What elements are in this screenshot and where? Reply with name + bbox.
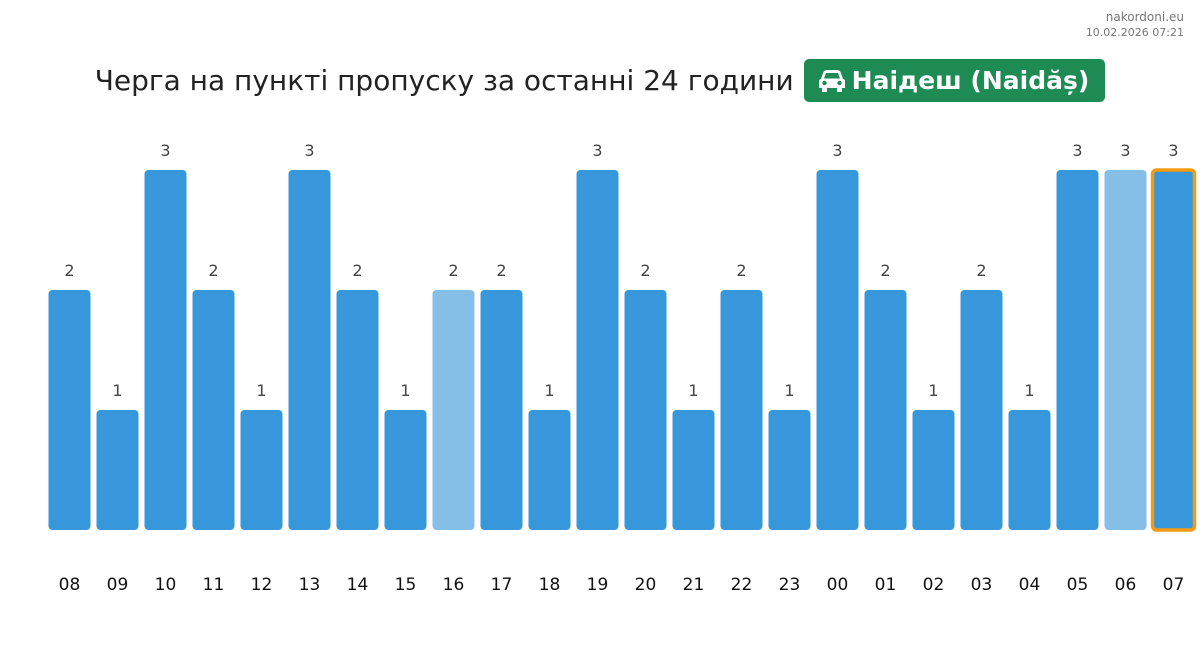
x-tick-label: 20 bbox=[635, 575, 657, 595]
bar-value-label: 2 bbox=[736, 261, 746, 280]
x-tick-label: 04 bbox=[1019, 575, 1041, 595]
x-tick-label: 21 bbox=[683, 575, 705, 595]
bar-value-label: 3 bbox=[832, 141, 842, 160]
bar[interactable] bbox=[480, 290, 523, 530]
bar-value-label: 1 bbox=[784, 381, 794, 400]
x-tick-label: 01 bbox=[875, 575, 897, 595]
source-timestamp: 10.02.2026 07:21 bbox=[1085, 26, 1184, 39]
x-tick-label: 02 bbox=[923, 575, 945, 595]
bar-value-label: 1 bbox=[544, 381, 554, 400]
x-tick-label: 09 bbox=[107, 575, 129, 595]
bar[interactable] bbox=[48, 290, 91, 530]
bar[interactable] bbox=[720, 290, 763, 530]
checkpoint-badge[interactable]: Наідеш (Naidăș) bbox=[803, 59, 1106, 102]
bar-value-label: 2 bbox=[976, 261, 986, 280]
bar-current-hour[interactable] bbox=[1150, 168, 1197, 532]
bar-value-label: 1 bbox=[928, 381, 938, 400]
bar[interactable] bbox=[1008, 410, 1051, 530]
x-tick-label: 06 bbox=[1115, 575, 1137, 595]
bar[interactable] bbox=[192, 290, 235, 530]
chart-title: Черга на пункті пропуску за останні 24 г… bbox=[94, 64, 794, 97]
x-tick-label: 18 bbox=[539, 575, 561, 595]
bar[interactable] bbox=[1056, 170, 1099, 530]
checkpoint-name: Наідеш (Naidăș) bbox=[851, 66, 1090, 95]
bar-value-label: 3 bbox=[1072, 141, 1082, 160]
bar[interactable] bbox=[960, 290, 1003, 530]
x-tick-label: 22 bbox=[731, 575, 753, 595]
bar-value-label: 3 bbox=[160, 141, 170, 160]
x-tick-label: 00 bbox=[827, 575, 849, 595]
x-tick-label: 08 bbox=[59, 575, 81, 595]
bar[interactable] bbox=[624, 290, 667, 530]
bar[interactable] bbox=[336, 290, 379, 530]
x-tick-label: 11 bbox=[203, 575, 225, 595]
source-site[interactable]: nakordoni.eu bbox=[1105, 10, 1184, 24]
x-tick-label: 13 bbox=[299, 575, 321, 595]
bar-value-label: 2 bbox=[208, 261, 218, 280]
bar-value-label: 1 bbox=[688, 381, 698, 400]
x-tick-label: 10 bbox=[155, 575, 177, 595]
x-tick-label: 14 bbox=[347, 575, 369, 595]
x-tick-label: 07 bbox=[1163, 575, 1185, 595]
bar[interactable] bbox=[864, 290, 907, 530]
chart-header: Черга на пункті пропуску за останні 24 г… bbox=[0, 59, 1200, 102]
bar-value-label: 1 bbox=[256, 381, 266, 400]
bar[interactable] bbox=[912, 410, 955, 530]
bar-value-label: 1 bbox=[1024, 381, 1034, 400]
x-tick-label: 17 bbox=[491, 575, 513, 595]
bar-value-label: 1 bbox=[400, 381, 410, 400]
bar[interactable] bbox=[672, 410, 715, 530]
bar[interactable] bbox=[528, 410, 571, 530]
bar-value-label: 2 bbox=[880, 261, 890, 280]
bar[interactable] bbox=[288, 170, 331, 530]
bar[interactable] bbox=[240, 410, 283, 530]
bar-value-label: 3 bbox=[1120, 141, 1130, 160]
bar-value-label: 2 bbox=[640, 261, 650, 280]
x-tick-label: 05 bbox=[1067, 575, 1089, 595]
bar-value-label: 3 bbox=[304, 141, 314, 160]
bar-value-label: 2 bbox=[496, 261, 506, 280]
bar[interactable] bbox=[384, 410, 427, 530]
bar-value-label: 3 bbox=[1168, 141, 1178, 160]
bar-value-label: 2 bbox=[64, 261, 74, 280]
bar-value-label: 2 bbox=[352, 261, 362, 280]
bar[interactable] bbox=[816, 170, 859, 530]
x-tick-label: 23 bbox=[779, 575, 801, 595]
source-info: nakordoni.eu 10.02.2026 07:21 bbox=[1086, 9, 1184, 41]
bar-value-label: 1 bbox=[112, 381, 122, 400]
bar[interactable] bbox=[1104, 170, 1147, 530]
car-icon bbox=[818, 69, 845, 92]
x-tick-label: 12 bbox=[251, 575, 273, 595]
bar-value-label: 2 bbox=[448, 261, 458, 280]
bar[interactable] bbox=[432, 290, 475, 530]
bar[interactable] bbox=[144, 170, 187, 530]
bar-value-label: 3 bbox=[592, 141, 602, 160]
bar[interactable] bbox=[576, 170, 619, 530]
bar[interactable] bbox=[768, 410, 811, 530]
bar[interactable] bbox=[96, 410, 139, 530]
x-tick-label: 15 bbox=[395, 575, 417, 595]
x-tick-label: 16 bbox=[443, 575, 465, 595]
x-tick-label: 03 bbox=[971, 575, 993, 595]
x-tick-label: 19 bbox=[587, 575, 609, 595]
